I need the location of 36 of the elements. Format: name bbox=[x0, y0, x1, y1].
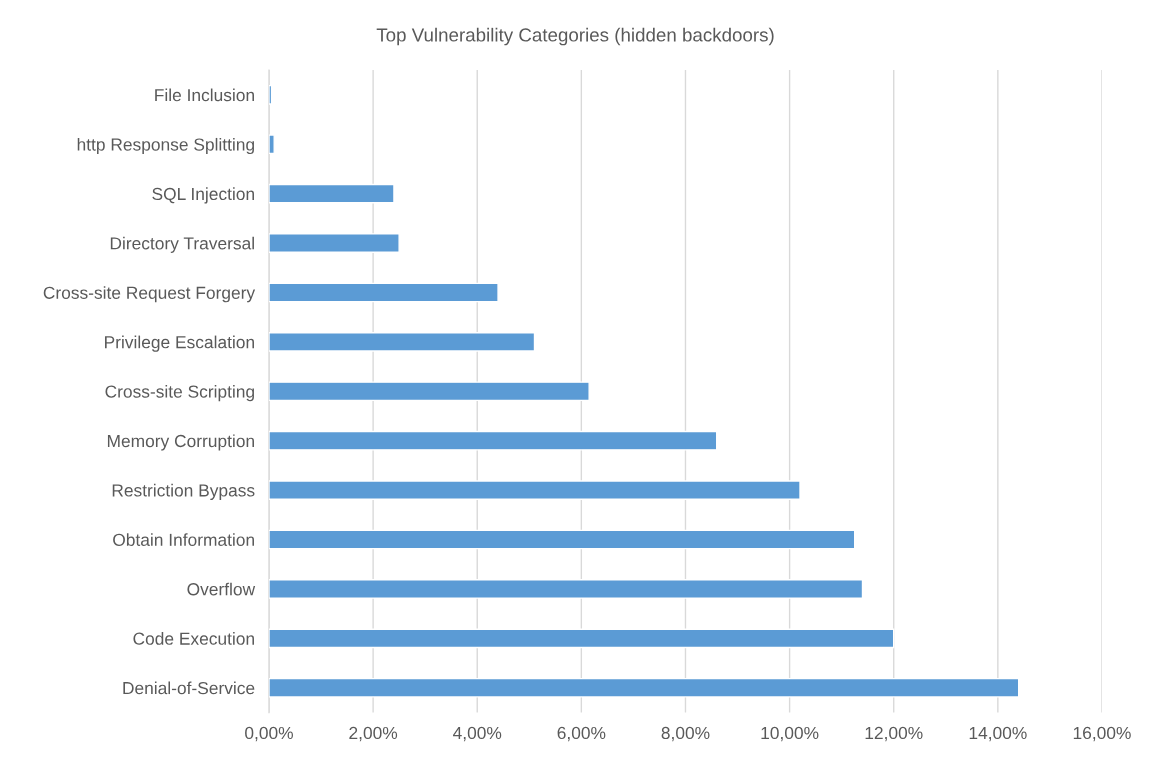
y-tick-label: Overflow bbox=[187, 582, 256, 596]
x-tick-label: 8,00% bbox=[661, 726, 710, 742]
y-tick-label: Denial-of-Service bbox=[123, 681, 255, 695]
bar bbox=[268, 84, 273, 105]
bar bbox=[268, 282, 499, 303]
x-tick-label: 14,00% bbox=[969, 726, 1027, 742]
bar bbox=[268, 134, 275, 155]
bar bbox=[268, 677, 1020, 698]
y-tick-label: SQL Injection bbox=[152, 187, 254, 204]
y-tick-label: Code Execution bbox=[133, 632, 254, 645]
y-tick-label: Privilege Escalation bbox=[105, 335, 254, 352]
x-tick-label: 16,00% bbox=[1073, 726, 1131, 742]
bar bbox=[268, 430, 718, 451]
chart-title: Top Vulnerability Categories (hidden backdoors) bbox=[376, 27, 774, 46]
x-tick-label: 4,00% bbox=[453, 726, 502, 742]
bar bbox=[268, 381, 590, 402]
y-tick-label: Obtain Information bbox=[113, 533, 254, 546]
y-tick-label: http Response Splitting bbox=[77, 137, 254, 155]
y-tick-label: File Inclusion bbox=[155, 88, 254, 102]
y-tick-label: Cross-site Request Forgery bbox=[43, 286, 256, 303]
y-tick-label: Directory Traversal bbox=[110, 236, 254, 253]
bar bbox=[268, 332, 536, 352]
bar bbox=[268, 628, 895, 649]
bar bbox=[268, 183, 395, 204]
y-tick-label: Cross-site Scripting bbox=[105, 385, 254, 402]
x-tick-label: 6,00% bbox=[557, 726, 606, 742]
x-tick-label: 12,00% bbox=[865, 726, 923, 742]
bar bbox=[268, 529, 856, 550]
bar bbox=[268, 480, 801, 500]
x-tick-label: 10,00% bbox=[761, 726, 819, 742]
bar bbox=[268, 233, 400, 253]
y-tick-label: Restriction Bypass bbox=[112, 483, 255, 501]
bar bbox=[268, 579, 864, 599]
x-tick-label: 2,00% bbox=[349, 726, 398, 742]
y-tick-label: Memory Corruption bbox=[107, 434, 254, 451]
x-tick-label: 0,00% bbox=[245, 726, 293, 742]
